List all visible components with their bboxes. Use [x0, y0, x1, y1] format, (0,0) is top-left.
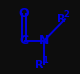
Text: R: R [57, 13, 65, 24]
Text: 2: 2 [63, 10, 69, 19]
Text: N: N [39, 34, 49, 47]
Text: O: O [19, 7, 29, 20]
Text: 1: 1 [42, 56, 48, 65]
Text: C: C [19, 34, 29, 47]
Text: R: R [35, 60, 43, 70]
